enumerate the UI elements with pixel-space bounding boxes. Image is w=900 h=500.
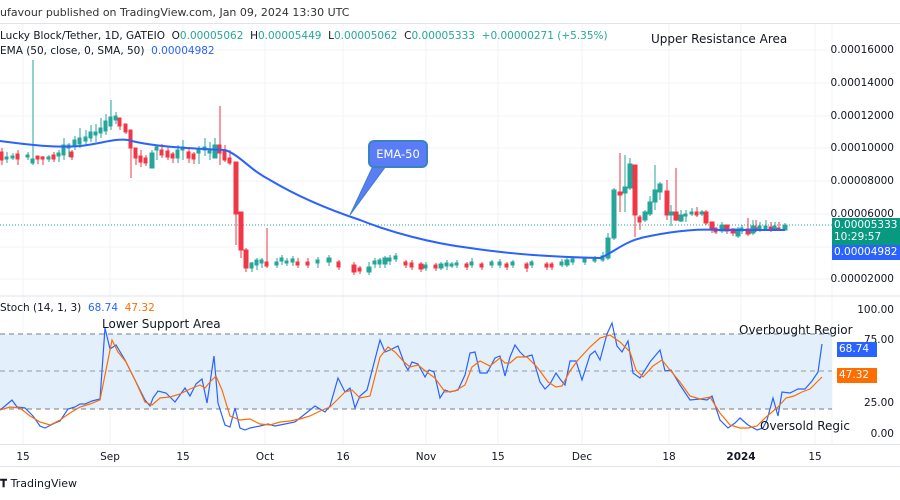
close-value: 0.00005333 (411, 30, 475, 42)
price-tick: 0.00012000 (830, 110, 894, 122)
ema-50-line (0, 138, 785, 260)
upper-resistance-annotation: Upper Resistance Area (651, 32, 788, 46)
time-label: Dec (571, 451, 593, 463)
stoch-legend: Stoch (14, 1, 3) 68.74 47.32 (0, 302, 155, 314)
time-label: Nov (415, 451, 437, 463)
ema-callout: EMA-50 (368, 140, 428, 168)
brand-label: TradingView (10, 477, 78, 490)
last-price-tag: 0.00005333 10:29:57 (832, 218, 900, 245)
stoch-k-line (0, 321, 823, 431)
stoch-tick: 100.00 (857, 304, 894, 316)
stoch-d-tag: 47.32 (837, 368, 877, 383)
symbol-label: Lucky Block/Tether, 1D, GATEIO (0, 30, 165, 42)
ema-callout-pointer (349, 165, 387, 216)
open-value: 0.00005062 (179, 30, 244, 42)
open-label: O (171, 30, 180, 42)
tradingview-brand[interactable]: 𝐓 TradingView (0, 477, 77, 491)
time-label: 2024 (726, 451, 756, 463)
ema-value: 0.00004982 (151, 45, 215, 57)
stoch-k-tag: 68.74 (837, 342, 877, 357)
stoch-tick: 25.00 (863, 397, 894, 409)
ema-label: EMA (50, close, 0, SMA, 50) (0, 45, 145, 57)
high-value: 0.00005449 (257, 30, 322, 42)
last-price-value: 0.00005333 (834, 219, 898, 231)
stoch-k-value: 68.74 (87, 302, 118, 314)
stoch-d-value: 47.32 (124, 302, 155, 314)
low-label: L (328, 30, 334, 42)
price-tick: 0.00016000 (830, 44, 894, 56)
price-tick: 0.00002000 (830, 273, 894, 285)
bar-countdown: 10:29:57 (834, 231, 882, 243)
ema-price-tag: 0.00004982 (832, 245, 900, 260)
price-tick: 0.00010000 (830, 142, 894, 154)
ema-legend: EMA (50, close, 0, SMA, 50) 0.00004982 (0, 45, 215, 57)
stoch-d-line (0, 334, 823, 429)
header-divider (0, 23, 900, 24)
stoch-pane (0, 321, 832, 431)
footer-divider (0, 466, 900, 467)
change-value: +0.00000271 (+5.35%) (481, 30, 608, 42)
time-label: 15 (808, 451, 822, 463)
low-value: 0.00005062 (334, 30, 398, 42)
time-label: 15 (16, 451, 30, 463)
ohlc-legend: Lucky Block/Tether, 1D, GATEIO O0.000050… (0, 30, 608, 42)
time-label: 18 (662, 451, 676, 463)
close-label: C (404, 30, 412, 42)
time-label: 15 (176, 451, 190, 463)
time-label: 16 (336, 451, 350, 463)
stoch-tick: 0.00 (870, 428, 894, 440)
time-axis-border (0, 444, 900, 445)
stoch-label: Stoch (14, 1, 3) (0, 302, 82, 314)
price-tick: 0.00006000 (830, 208, 894, 220)
time-label: 15 (491, 451, 505, 463)
overbought-annotation: Overbought Regior (739, 323, 853, 337)
time-label: Oct (255, 451, 275, 463)
oversold-annotation: Oversold Regic (760, 419, 850, 433)
price-tick: 0.00014000 (830, 77, 894, 89)
tradingview-logo-icon: 𝐓 (0, 477, 8, 490)
time-label: Sep (100, 451, 120, 463)
high-label: H (250, 30, 258, 42)
price-tick: 0.00008000 (830, 175, 894, 187)
lower-support-annotation: Lower Support Area (102, 317, 221, 331)
published-caption: ufavour published on TradingView.com, Ja… (0, 6, 350, 19)
